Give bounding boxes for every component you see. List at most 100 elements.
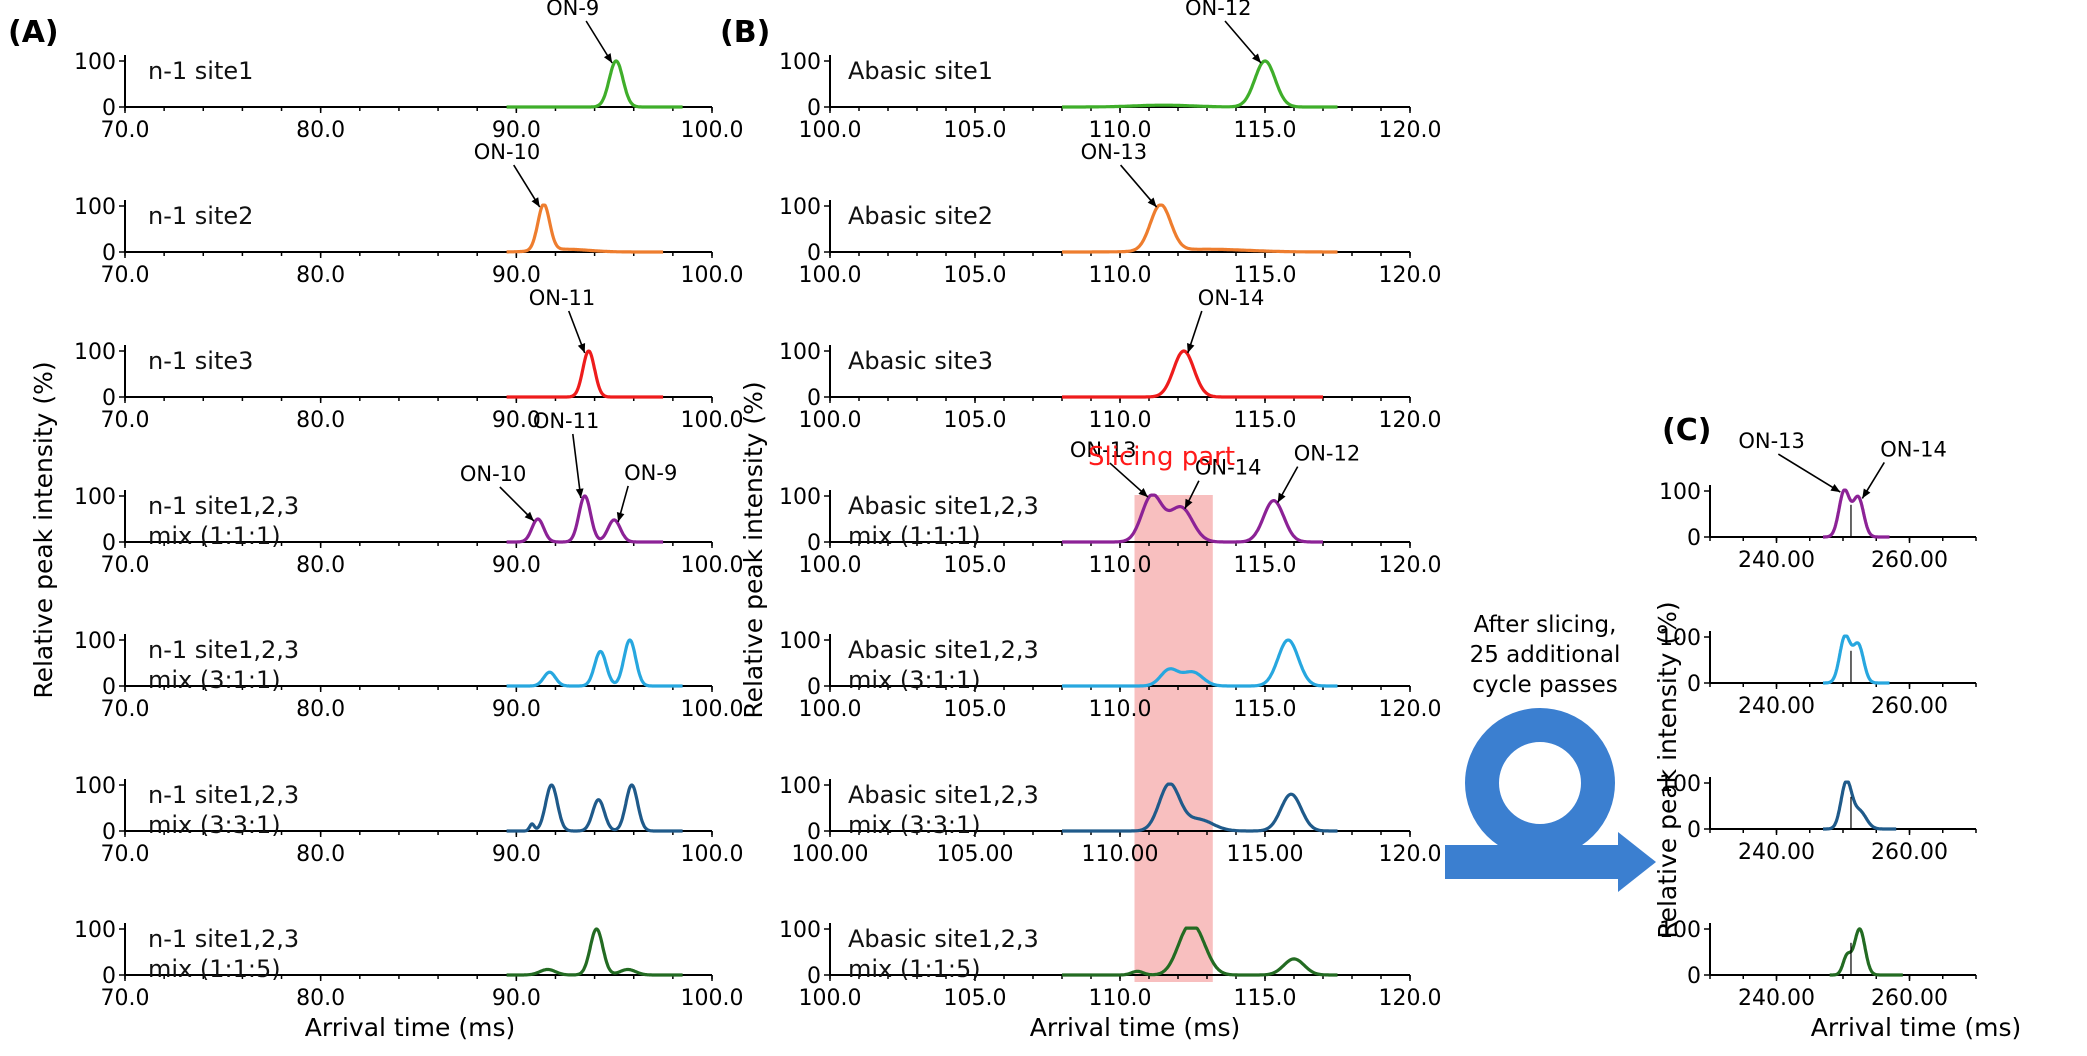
x-tick-label: 105.00 (937, 842, 1014, 867)
subplot-b-7: 0 100 100.0 105.0 110.0 115.0 120.0 Abasic site… (779, 918, 1441, 1011)
peak-annotation: ON-12 (1294, 442, 1361, 466)
trace-line (1061, 926, 1338, 977)
x-tick-label: 70.0 (101, 553, 150, 578)
y-tick-label: 100 (779, 629, 821, 654)
x-tick-label: 115.0 (1234, 118, 1297, 143)
peak-annotation: ON-9 (624, 461, 677, 485)
trace-label: Abasic site1 (848, 57, 993, 85)
x-tick-label: 80.0 (296, 697, 345, 722)
x-tick-label: 260.00 (1871, 986, 1948, 1011)
y-tick-label: 0 (102, 96, 116, 121)
y-tick-label: 100 (779, 918, 821, 943)
x-tick-label: 80.0 (296, 263, 345, 288)
x-tick-label: 80.0 (296, 553, 345, 578)
subplot-b-4: 0 100 100.0 105.0 110.0 115.0 120.0 Abasic site… (779, 438, 1441, 578)
x-tick-label: 115.0 (1234, 408, 1297, 433)
annotation-arrowhead (1830, 483, 1841, 493)
x-tick-label: 120.0 (1379, 408, 1442, 433)
subplot-b-5: 0 100 100.0 105.0 110.0 115.0 120.0 Abasic site… (779, 629, 1441, 722)
y-tick-label: 0 (102, 964, 116, 989)
trace-label: mix (1:1:5) (148, 955, 281, 983)
y-axis-title-b: Relative peak intensity (%) (739, 381, 768, 718)
y-tick-label: 0 (807, 531, 821, 556)
annotation-arrowhead (1147, 197, 1157, 208)
subplot-c-4: 0 100 240.00 260.00 (1659, 918, 1977, 1011)
trace-label: n-1 site1,2,3 (148, 781, 299, 809)
x-tick-label: 80.0 (296, 408, 345, 433)
annotation-arrowhead (616, 512, 625, 522)
x-tick-label: 100.0 (799, 408, 862, 433)
y-tick-label: 100 (1659, 626, 1701, 651)
subplot-a-2: 0 100 70.0 80.0 90.0 100.0 n-1 site2 ON-10 (74, 140, 743, 288)
x-tick-label: 110.0 (1089, 986, 1152, 1011)
x-tick-label: 80.0 (296, 118, 345, 143)
x-axis-title-c: Arrival time (ms) (1811, 1013, 2022, 1042)
x-tick-label: 105.0 (944, 553, 1007, 578)
x-tick-label: 105.0 (944, 118, 1007, 143)
x-tick-label: 240.00 (1738, 840, 1815, 865)
peak-annotation: ON-10 (460, 462, 527, 486)
y-tick-label: 100 (779, 50, 821, 75)
trace-line (1821, 634, 1891, 685)
x-tick-label: 120.0 (1379, 553, 1442, 578)
y-tick-label: 100 (74, 50, 116, 75)
peak-annotation: ON-10 (474, 140, 541, 164)
annotation-arrowhead (1187, 343, 1195, 353)
x-tick-label: 120.0 (1379, 118, 1442, 143)
cycle-text-line2: 25 additional (1470, 642, 1621, 668)
y-tick-label: 0 (807, 241, 821, 266)
y-tick-label: 0 (807, 820, 821, 845)
peak-annotation: ON-14 (1880, 437, 1947, 461)
subplot-c-3: 0 100 240.00 260.00 (1659, 772, 1977, 865)
x-tick-label: 100.0 (681, 553, 744, 578)
peak-annotation: ON-13 (1070, 438, 1137, 462)
x-tick-label: 105.0 (944, 697, 1007, 722)
trace-line (1821, 780, 1898, 831)
y-tick-label: 0 (102, 531, 116, 556)
x-tick-label: 110.0 (1089, 263, 1152, 288)
cycle-text-line1: After slicing, (1474, 612, 1617, 638)
annotation-arrowhead (1862, 488, 1871, 499)
subplot-c-1: 0 100 240.00 260.00 ON-13 ON-14 (1659, 429, 1977, 573)
x-tick-label: 105.0 (944, 408, 1007, 433)
cycle-text-line3: cycle passes (1472, 672, 1618, 698)
trace-line (1061, 349, 1324, 399)
x-tick-label: 100.0 (681, 118, 744, 143)
trace-line (1828, 927, 1905, 977)
x-tick-label: 115.0 (1234, 553, 1297, 578)
subplot-a-1: 0 100 70.0 80.0 90.0 100.0 n-1 site1 ON-9 (74, 0, 743, 143)
annotation-arrow (1777, 453, 1841, 493)
annotation-arrowhead (603, 53, 613, 63)
peak-annotation: ON-14 (1198, 286, 1265, 310)
x-tick-label: 90.0 (492, 697, 541, 722)
x-tick-label: 115.0 (1234, 697, 1297, 722)
y-tick-label: 100 (74, 340, 116, 365)
x-tick-label: 120.0 (1379, 263, 1442, 288)
x-tick-label: 100.00 (792, 842, 869, 867)
y-tick-label: 0 (102, 386, 116, 411)
x-tick-label: 100.0 (681, 986, 744, 1011)
y-tick-label: 100 (74, 918, 116, 943)
x-tick-label: 70.0 (101, 697, 150, 722)
y-axis-title-a: Relative peak intensity (%) (29, 361, 58, 698)
y-tick-label: 100 (74, 774, 116, 799)
x-axis-title-b: Arrival time (ms) (1030, 1013, 1241, 1042)
x-tick-label: 90.0 (492, 553, 541, 578)
x-tick-label: 110.0 (1089, 553, 1152, 578)
x-tick-label: 100.0 (799, 697, 862, 722)
x-tick-label: 90.0 (492, 986, 541, 1011)
x-tick-label: 240.00 (1738, 548, 1815, 573)
trace-label: n-1 site1,2,3 (148, 636, 299, 664)
y-tick-label: 0 (807, 675, 821, 700)
subplot-b-3: 0 100 100.0 105.0 110.0 115.0 120.0 Abasic site… (779, 286, 1441, 433)
slicing-band (1134, 495, 1213, 982)
peak-annotation: ON-14 (1195, 456, 1262, 480)
annotation-arrow (1224, 20, 1262, 64)
y-tick-label: 0 (807, 964, 821, 989)
y-axis-title-c: Relative peak intensity (%) (1653, 601, 1682, 938)
x-tick-label: 80.0 (296, 986, 345, 1011)
x-tick-label: 90.0 (492, 118, 541, 143)
annotation-arrowhead (1138, 488, 1148, 498)
